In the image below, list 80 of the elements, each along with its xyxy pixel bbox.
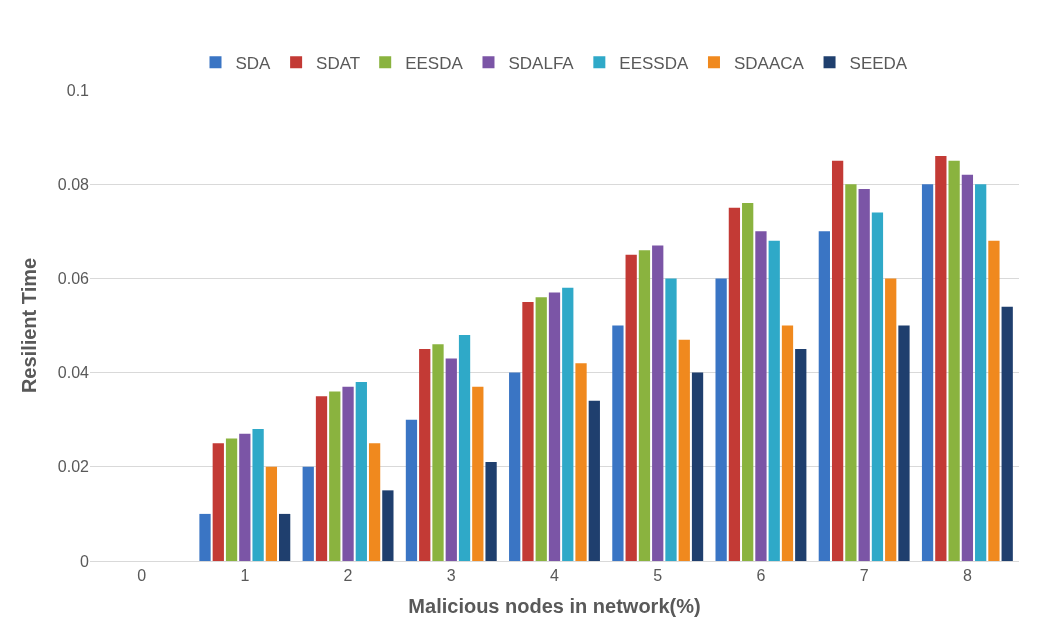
bar <box>678 339 690 561</box>
x-tick-label: 8 <box>962 567 972 585</box>
bar <box>485 462 497 561</box>
bar <box>831 160 844 561</box>
bar <box>405 419 418 561</box>
bar <box>382 490 394 561</box>
x-tick-label: 2 <box>343 567 353 585</box>
bar <box>265 466 278 561</box>
x-tick-label: 7 <box>859 567 869 585</box>
bar <box>638 250 651 561</box>
bar <box>575 363 587 561</box>
bar <box>858 188 870 561</box>
y-tick-label: 0.02 <box>57 458 90 476</box>
x-tick-label: 6 <box>756 567 766 585</box>
bar <box>279 513 291 561</box>
bar <box>652 245 664 561</box>
bar <box>252 429 264 561</box>
bar <box>665 278 677 561</box>
bar <box>239 433 251 561</box>
legend-label: SDALFA <box>508 53 575 73</box>
bar <box>988 240 1000 561</box>
bar <box>368 443 381 561</box>
legend-label: EESSDA <box>619 53 689 73</box>
bar <box>355 382 367 561</box>
y-tick-label: 0.04 <box>57 364 90 382</box>
y-tick-label: 0.08 <box>57 175 90 193</box>
bar <box>445 358 457 561</box>
bar <box>315 396 328 561</box>
legend-label: SDAT <box>316 53 361 73</box>
bar <box>612 325 624 561</box>
bar <box>199 513 211 561</box>
bar <box>588 400 600 561</box>
bar <box>818 231 830 561</box>
bar <box>419 349 431 561</box>
bar <box>781 325 794 561</box>
bar <box>935 155 947 561</box>
bar <box>768 240 780 561</box>
x-axis-title: Malicious nodes in network(%) <box>408 594 701 617</box>
bar <box>691 372 704 561</box>
bar <box>212 443 224 561</box>
x-tick-label: 3 <box>446 567 456 585</box>
bar <box>458 334 471 561</box>
bar <box>845 184 857 561</box>
bar <box>342 386 354 561</box>
bar <box>728 207 741 561</box>
bar <box>535 297 547 561</box>
x-tick-label: 0 <box>137 567 147 585</box>
y-axis-title: Resilient Time <box>18 257 41 394</box>
bar <box>625 254 637 561</box>
bar <box>548 292 561 561</box>
legend-label: EESDA <box>405 53 464 73</box>
bar <box>898 325 910 561</box>
legend-label: SDA <box>235 53 272 73</box>
bar <box>562 287 574 561</box>
bar <box>961 174 974 561</box>
x-tick-label: 5 <box>653 567 663 585</box>
bar <box>509 372 521 561</box>
bar <box>948 160 960 561</box>
bar <box>432 344 444 561</box>
legend-label: SEEDA <box>849 53 908 73</box>
bar <box>885 278 897 561</box>
bar <box>1001 306 1013 561</box>
bar <box>302 466 314 561</box>
bar <box>225 438 238 561</box>
bar <box>715 278 727 561</box>
bar <box>975 184 987 561</box>
y-tick-label: 0 <box>80 552 90 570</box>
bar <box>795 349 807 561</box>
bar <box>871 212 884 561</box>
bar <box>742 203 754 561</box>
legend-label: SDAACA <box>733 53 805 73</box>
x-tick-label: 1 <box>240 567 250 585</box>
x-tick-label: 4 <box>550 567 560 585</box>
y-tick-label: 0.1 <box>66 81 90 99</box>
bar <box>522 301 534 561</box>
bar <box>472 386 484 561</box>
y-tick-label: 0.06 <box>57 270 90 287</box>
bar <box>329 391 341 561</box>
bar <box>755 231 767 561</box>
bar <box>921 184 934 561</box>
